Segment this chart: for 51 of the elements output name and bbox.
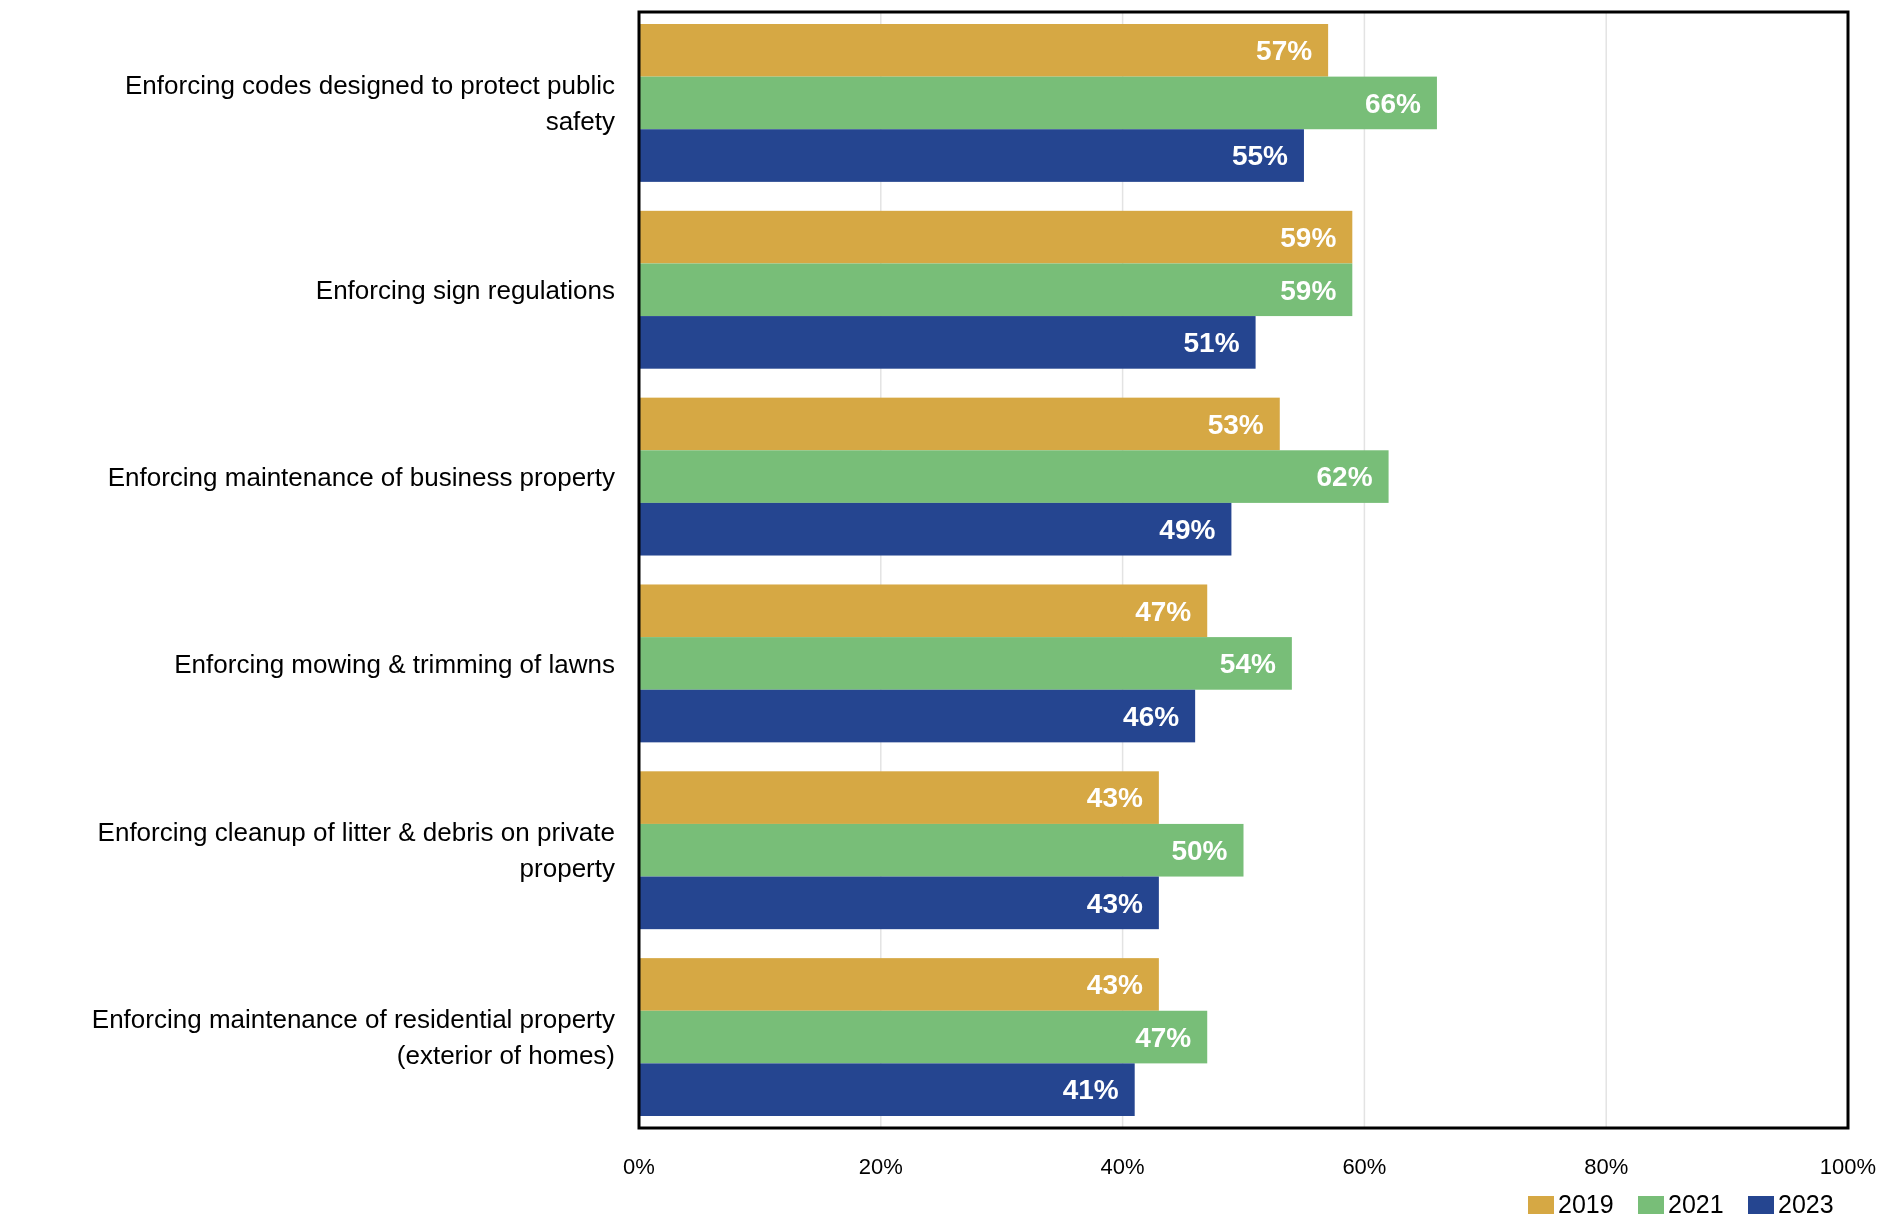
- bar: [639, 1063, 1135, 1116]
- legend-label: 2019: [1558, 1190, 1614, 1218]
- bar: [639, 689, 1196, 743]
- bar: [639, 584, 1208, 638]
- bar: [639, 210, 1353, 264]
- x-tick-label: 80%: [1584, 1154, 1629, 1179]
- data-label: 43%: [1086, 969, 1143, 1001]
- y-tick-label: Enforcing maintenance of business property: [107, 461, 615, 492]
- data-label: 53%: [1207, 408, 1264, 440]
- bar: [639, 450, 1389, 503]
- x-tick-label: 0%: [623, 1154, 655, 1179]
- y-tick-label: Enforcing mowing & trimming of lawns: [174, 648, 615, 679]
- bar: [639, 823, 1244, 877]
- y-tick-label: Enforcing codes designed to protect public safety: [125, 70, 615, 137]
- x-tick-label: 40%: [1100, 1154, 1145, 1179]
- data-label: 62%: [1316, 461, 1373, 493]
- y-tick-label: Enforcing maintenance of residential property (exterior of homes): [91, 1004, 615, 1071]
- data-label: 51%: [1183, 327, 1240, 359]
- data-label: 49%: [1159, 514, 1216, 546]
- data-label: 43%: [1086, 782, 1143, 814]
- bar: [639, 637, 1292, 690]
- data-label: 46%: [1123, 700, 1180, 732]
- bar: [639, 876, 1159, 930]
- data-label: 55%: [1231, 140, 1289, 172]
- data-label: 57%: [1256, 35, 1313, 67]
- bar: [639, 397, 1280, 451]
- bar: [639, 263, 1353, 317]
- y-tick-label: Enforcing cleanup of litter & debris on private property: [97, 817, 615, 884]
- x-tick-label: 60%: [1342, 1154, 1387, 1179]
- data-label: 59%: [1280, 274, 1337, 306]
- x-tick-label: 100%: [1819, 1154, 1877, 1179]
- y-tick-label: Enforcing sign regulations: [315, 274, 615, 305]
- bar: [639, 771, 1159, 824]
- data-label: 50%: [1171, 835, 1228, 867]
- bar: [639, 76, 1437, 130]
- data-label: 47%: [1135, 1021, 1192, 1053]
- data-label: 41%: [1062, 1074, 1119, 1106]
- x-tick-label: 20%: [858, 1154, 903, 1179]
- data-label: 59%: [1280, 221, 1337, 253]
- bar: [639, 129, 1304, 182]
- data-label: 66%: [1364, 87, 1422, 119]
- bar: [639, 24, 1329, 77]
- data-label: 54%: [1219, 648, 1276, 680]
- data-label: 43%: [1086, 887, 1143, 919]
- bar: [639, 958, 1159, 1011]
- legend-label: 2021: [1668, 1190, 1724, 1218]
- bar: [639, 316, 1256, 369]
- bar: [639, 502, 1232, 556]
- data-label: 47%: [1135, 595, 1192, 627]
- bar: [639, 1010, 1208, 1064]
- legend-label: 2023: [1778, 1190, 1834, 1218]
